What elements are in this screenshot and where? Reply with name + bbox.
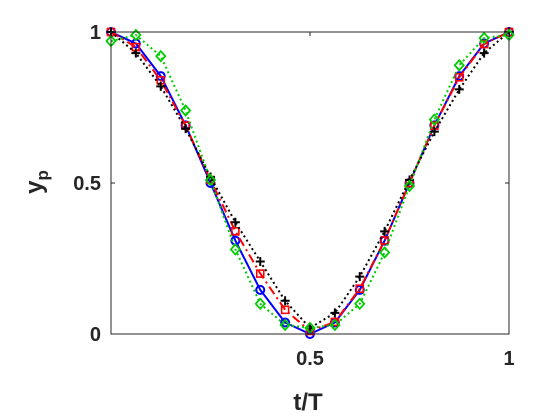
series-3-marker-6: [230, 217, 240, 227]
x-tick-label-2: 1: [503, 348, 514, 370]
series-3-marker-16: [479, 48, 489, 58]
series-4-marker-3: [155, 49, 167, 63]
series-4-marker-14: [428, 113, 441, 126]
y-tick-label-2: 0.5: [73, 173, 101, 195]
series-1-marker-8: [280, 317, 291, 328]
y-tick-label-3: 1: [90, 22, 101, 44]
series-4-marker-12: [378, 246, 391, 259]
series-4-marker-6: [229, 243, 242, 256]
x-axis-title: t/T: [293, 389, 323, 416]
series-4-marker-7: [254, 297, 266, 311]
series-4-marker-10: [329, 318, 341, 332]
series-3-marker-3: [156, 81, 166, 91]
y-axis-title-subscript: p: [33, 170, 52, 180]
series-3-marker-8: [280, 296, 290, 306]
series-2-marker-10: [330, 317, 340, 327]
series-3-marker-12: [380, 226, 390, 236]
series-2-marker-6: [231, 227, 240, 236]
axes-layer: 0.5 1 0 0.5 1: [73, 22, 514, 370]
series-4-marker-4: [179, 104, 192, 117]
series-4-marker-8: [279, 318, 291, 332]
series-2-marker-8: [280, 305, 290, 315]
series-3-line: [110, 31, 510, 329]
series-3-marker-4: [181, 124, 191, 134]
series-3-marker-15: [454, 84, 464, 94]
y-tick-label-1: 0: [90, 324, 101, 346]
series-1-marker-7: [255, 284, 266, 295]
labels-layer: t/T yp: [21, 170, 323, 416]
series-3-marker-2: [131, 48, 141, 58]
series-3-marker-10: [330, 308, 340, 318]
series-3-marker-11: [355, 272, 365, 282]
y-axis-title-main: y: [21, 180, 48, 194]
series-2-marker-11: [355, 284, 365, 294]
series-4-marker-2: [130, 28, 142, 42]
series-3-marker-14: [429, 127, 439, 137]
series-4-marker-16: [478, 31, 490, 45]
series-3-marker-7: [255, 257, 265, 267]
series-4-marker-13: [403, 179, 416, 193]
series-4-marker-15: [453, 58, 465, 72]
series-2-marker-7: [255, 269, 265, 278]
series-4-marker-11: [354, 297, 366, 311]
series-2-marker-15: [454, 73, 464, 82]
series-4-marker-5: [204, 173, 217, 187]
y-axis-title: yp: [21, 170, 52, 194]
series-2-marker-16: [479, 39, 489, 49]
x-tick-label-1: 0.5: [296, 348, 324, 370]
